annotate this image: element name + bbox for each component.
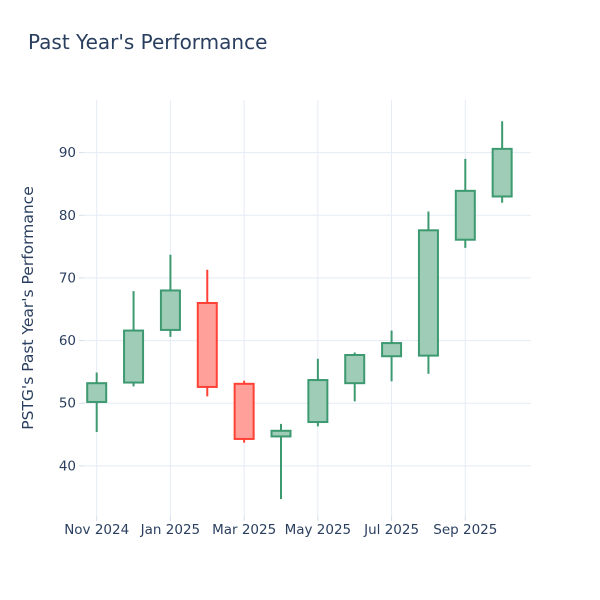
candle-body xyxy=(270,429,292,438)
candle-body xyxy=(159,289,181,331)
candle-nov-2024[interactable] xyxy=(86,372,108,433)
x-tick-label: May 2025 xyxy=(285,522,352,538)
candle-body xyxy=(86,382,108,403)
y-tick-label: 50 xyxy=(59,396,76,412)
grid-layer xyxy=(84,100,531,516)
x-tick-label: Sep 2025 xyxy=(433,522,497,538)
x-tick-label: Nov 2024 xyxy=(64,522,129,538)
candle-body xyxy=(344,353,366,385)
candle-body xyxy=(491,147,513,198)
candle-feb-2025[interactable] xyxy=(196,269,218,397)
candle-jun-2025[interactable] xyxy=(344,352,366,402)
candle-layer xyxy=(86,121,513,500)
axis-tick-layer: 40 50 60 70 80 90 Nov 2024 Jan 2025 Mar 2025 May … xyxy=(59,145,498,538)
y-tick-label: 90 xyxy=(59,145,76,161)
candle-body xyxy=(454,189,476,241)
candle-may-2025[interactable] xyxy=(307,358,329,427)
candle-body xyxy=(417,229,439,357)
candle-oct-2025[interactable] xyxy=(491,121,513,203)
x-tick-label: Jul 2025 xyxy=(363,522,419,538)
y-tick-label: 80 xyxy=(59,208,76,224)
x-tick-label: Jan 2025 xyxy=(140,522,200,538)
candle-sep-2025[interactable] xyxy=(454,158,476,248)
chart-title: Past Year's Performance xyxy=(28,30,267,54)
y-axis-title: PSTG's Past Year's Performance xyxy=(19,186,37,429)
candle-body xyxy=(381,342,403,358)
candle-apr-2025[interactable] xyxy=(270,423,292,500)
y-tick-label: 60 xyxy=(59,333,76,349)
candle-jul-2025[interactable] xyxy=(381,330,403,382)
candle-body xyxy=(307,379,329,424)
y-tick-label: 40 xyxy=(59,458,76,474)
candle-mar-2025[interactable] xyxy=(233,380,255,443)
candle-jan-2025[interactable] xyxy=(159,254,181,337)
x-tick-label: Mar 2025 xyxy=(212,522,276,538)
candle-aug-2025[interactable] xyxy=(417,211,439,374)
candle-body xyxy=(233,382,255,440)
candle-body xyxy=(196,301,218,388)
candle-body xyxy=(123,329,145,384)
candle-dec-2024[interactable] xyxy=(123,291,145,387)
y-tick-label: 70 xyxy=(59,270,76,286)
